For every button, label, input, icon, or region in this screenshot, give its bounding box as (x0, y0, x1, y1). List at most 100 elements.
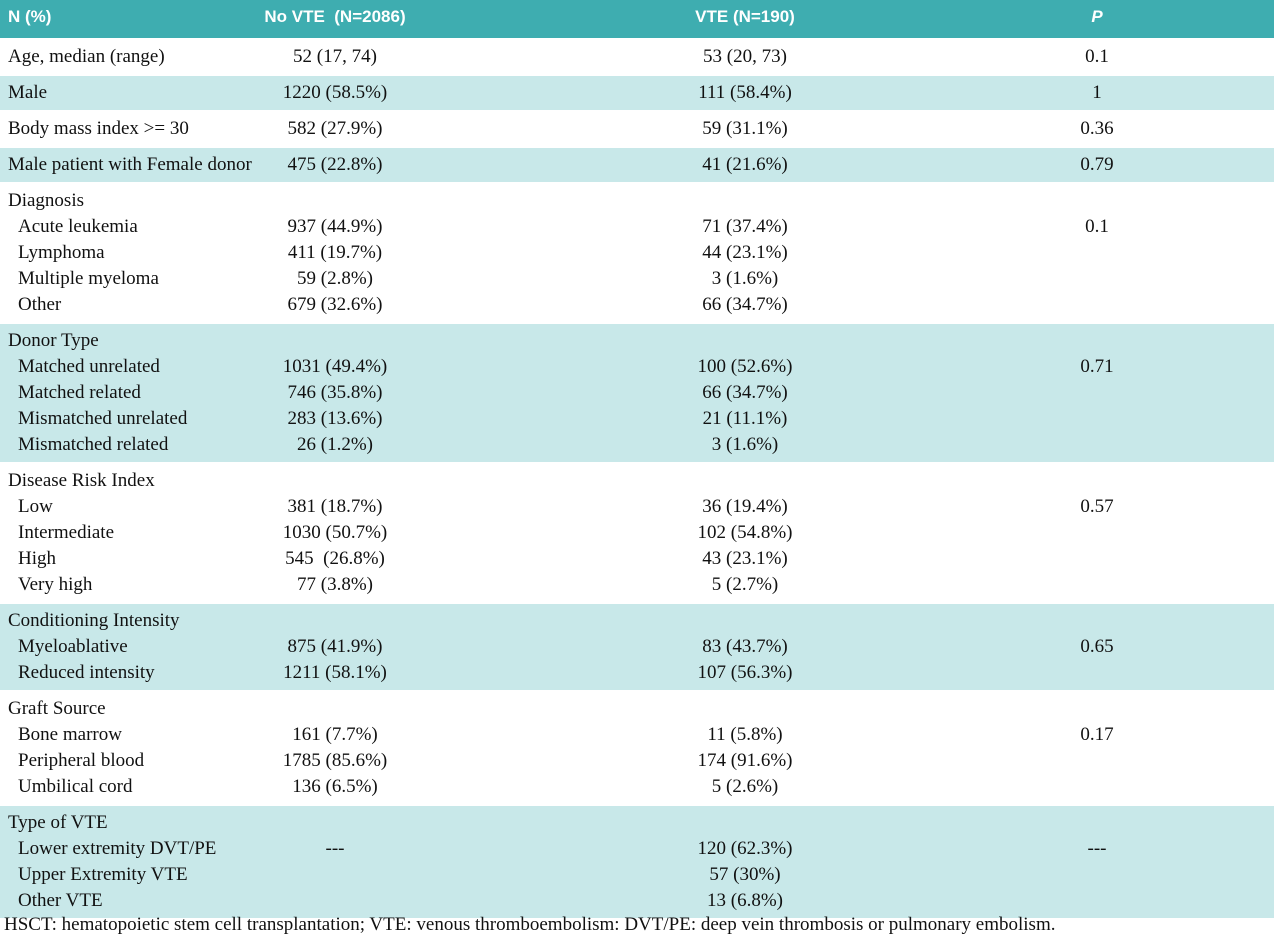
table-cell: 111 (58.4%) (698, 82, 792, 103)
table-cell: 679 (32.6%) (287, 294, 383, 315)
empty-cell (1090, 888, 1104, 914)
table-cell: 545 (26.8%) (285, 548, 385, 569)
row-group: Diagnosis Acute leukemia 937 (44.9%) 71 (37… (0, 184, 1274, 322)
table-row: Very high 77 (3.8%) 5 (2.7%) (0, 572, 1274, 598)
table-cell: 1030 (50.7%) (282, 522, 388, 543)
row-group: Donor Type Matched unrelated 1031 (49.4%) 1… (0, 324, 1274, 462)
table-cell: 11 (5.8%) (707, 724, 783, 745)
row-label: Lower extremity DVT/PE (18, 838, 217, 859)
table-row: Upper Extremity VTE 57 (30%) (0, 862, 1274, 888)
row-label: Other (18, 294, 62, 315)
table-cell: 582 (27.9%) (287, 118, 383, 139)
group-title: Diagnosis (8, 190, 84, 211)
table-cell: --- (325, 838, 345, 859)
row-group: Type of VTE Lower extremity DVT/PE --- 120 … (0, 806, 1274, 918)
group-title: Disease Risk Index (8, 470, 155, 491)
table-row: Low 381 (18.7%) 36 (19.4%) 0.57 (0, 494, 1274, 520)
group-title: Donor Type (8, 330, 99, 351)
table-cell: 66 (34.7%) (702, 294, 788, 315)
row-group: Age, median (range) 52 (17, 74) 53 (20, 73… (0, 40, 1274, 74)
table-cell: 36 (19.4%) (702, 496, 788, 517)
row-label: Bone marrow (18, 724, 122, 745)
table-cell: 0.57 (1080, 496, 1114, 517)
table-row: Reduced intensity 1211 (58.1%) 107 (56.3%) (0, 660, 1274, 686)
table-cell: 136 (6.5%) (292, 776, 378, 797)
table-cell: 381 (18.7%) (287, 496, 383, 517)
row-label: Matched related (18, 382, 141, 403)
empty-cell (1090, 862, 1104, 888)
row-label: Acute leukemia (18, 216, 138, 237)
empty-cell (270, 888, 400, 914)
table-cell: 5 (2.6%) (711, 776, 779, 797)
row-group: Body mass index >= 30 582 (27.9%) 59 (31.1… (0, 112, 1274, 146)
empty-cell (1090, 380, 1104, 406)
table-row: High 545 (26.8%) 43 (23.1%) (0, 546, 1274, 572)
empty-cell (1090, 240, 1104, 266)
empty-cell (1090, 266, 1104, 292)
table-cell: 83 (43.7%) (702, 636, 788, 657)
table-cell: 0.65 (1080, 636, 1114, 657)
table-row: Male patient with Female donor 475 (22.8%… (0, 152, 1274, 178)
table-cell: 161 (7.7%) (292, 724, 378, 745)
row-group: Male patient with Female donor 475 (22.8%… (0, 148, 1274, 182)
row-label: Very high (18, 574, 93, 595)
table-row: Acute leukemia 937 (44.9%) 71 (37.4%) 0.1 (0, 214, 1274, 240)
group-title-row: Disease Risk Index (0, 468, 1274, 494)
table-cell: 59 (2.8%) (297, 268, 373, 289)
empty-cell (1090, 406, 1104, 432)
table-cell: 1785 (85.6%) (282, 750, 388, 771)
spacer (1104, 0, 1274, 38)
table-cell: 1211 (58.1%) (283, 662, 387, 683)
row-label: Other VTE (18, 890, 103, 911)
table-cell: 937 (44.9%) (287, 216, 383, 237)
empty-cell (1090, 660, 1104, 686)
table-cell: 100 (52.6%) (697, 356, 793, 377)
row-label: Peripheral blood (18, 750, 145, 771)
table-row: Peripheral blood 1785 (85.6%) 174 (91.6%) (0, 748, 1274, 774)
table-cell: 57 (30%) (709, 864, 781, 885)
table-row: Lower extremity DVT/PE --- 120 (62.3%) --- (0, 836, 1274, 862)
table-cell: 77 (3.8%) (297, 574, 373, 595)
table-row: Bone marrow 161 (7.7%) 11 (5.8%) 0.17 (0, 722, 1274, 748)
group-title-row: Graft Source (0, 696, 1274, 722)
group-title-row: Conditioning Intensity (0, 608, 1274, 634)
table-cell: 3 (1.6%) (711, 434, 779, 455)
table-cell: 0.1 (1085, 46, 1109, 67)
table-cell: 41 (21.6%) (702, 154, 788, 175)
table-row: Mismatched unrelated 283 (13.6%) 21 (11.1%… (0, 406, 1274, 432)
table-cell: 52 (17, 74) (293, 46, 377, 67)
table-row: Umbilical cord 136 (6.5%) 5 (2.6%) (0, 774, 1274, 800)
table-cell: 66 (34.7%) (702, 382, 788, 403)
row-label: Mismatched related (18, 434, 169, 455)
table-row: Other 679 (32.6%) 66 (34.7%) (0, 292, 1274, 318)
table-cell: 5 (2.7%) (711, 574, 779, 595)
group-title: Conditioning Intensity (8, 610, 180, 631)
group-title-row: Donor Type (0, 328, 1274, 354)
empty-cell (1090, 520, 1104, 546)
table-cell: 43 (23.1%) (702, 548, 788, 569)
table-cell: 475 (22.8%) (287, 154, 383, 175)
table-cell: 71 (37.4%) (702, 216, 788, 237)
table-cell: 3 (1.6%) (711, 268, 779, 289)
table-cell: 13 (6.8%) (707, 890, 783, 911)
table-row: Body mass index >= 30 582 (27.9%) 59 (31.1… (0, 116, 1274, 142)
table-cell: 53 (20, 73) (703, 46, 787, 67)
table-cell: 59 (31.1%) (702, 118, 788, 139)
header-cell: No VTE (N=2086) (264, 7, 406, 26)
row-label: Mismatched unrelated (18, 408, 188, 429)
row-label: Intermediate (18, 522, 115, 543)
row-label: High (18, 548, 56, 569)
row-label: Male patient with Female donor (8, 154, 252, 175)
table-row: Mismatched related 26 (1.2%) 3 (1.6%) (0, 432, 1274, 458)
table-cell: 0.36 (1080, 118, 1114, 139)
table-row: Myeloablative 875 (41.9%) 83 (43.7%) 0.65 (0, 634, 1274, 660)
table-cell: 26 (1.2%) (297, 434, 373, 455)
empty-cell (1090, 432, 1104, 458)
row-label: Matched unrelated (18, 356, 160, 377)
table-cell: 1 (1092, 82, 1102, 103)
row-label: Upper Extremity VTE (18, 864, 188, 885)
table: N (%) No VTE (N=2086) VTE (N=190) P Age, med… (0, 0, 1274, 918)
table-cell: 411 (19.7%) (287, 242, 383, 263)
empty-cell (1090, 774, 1104, 800)
